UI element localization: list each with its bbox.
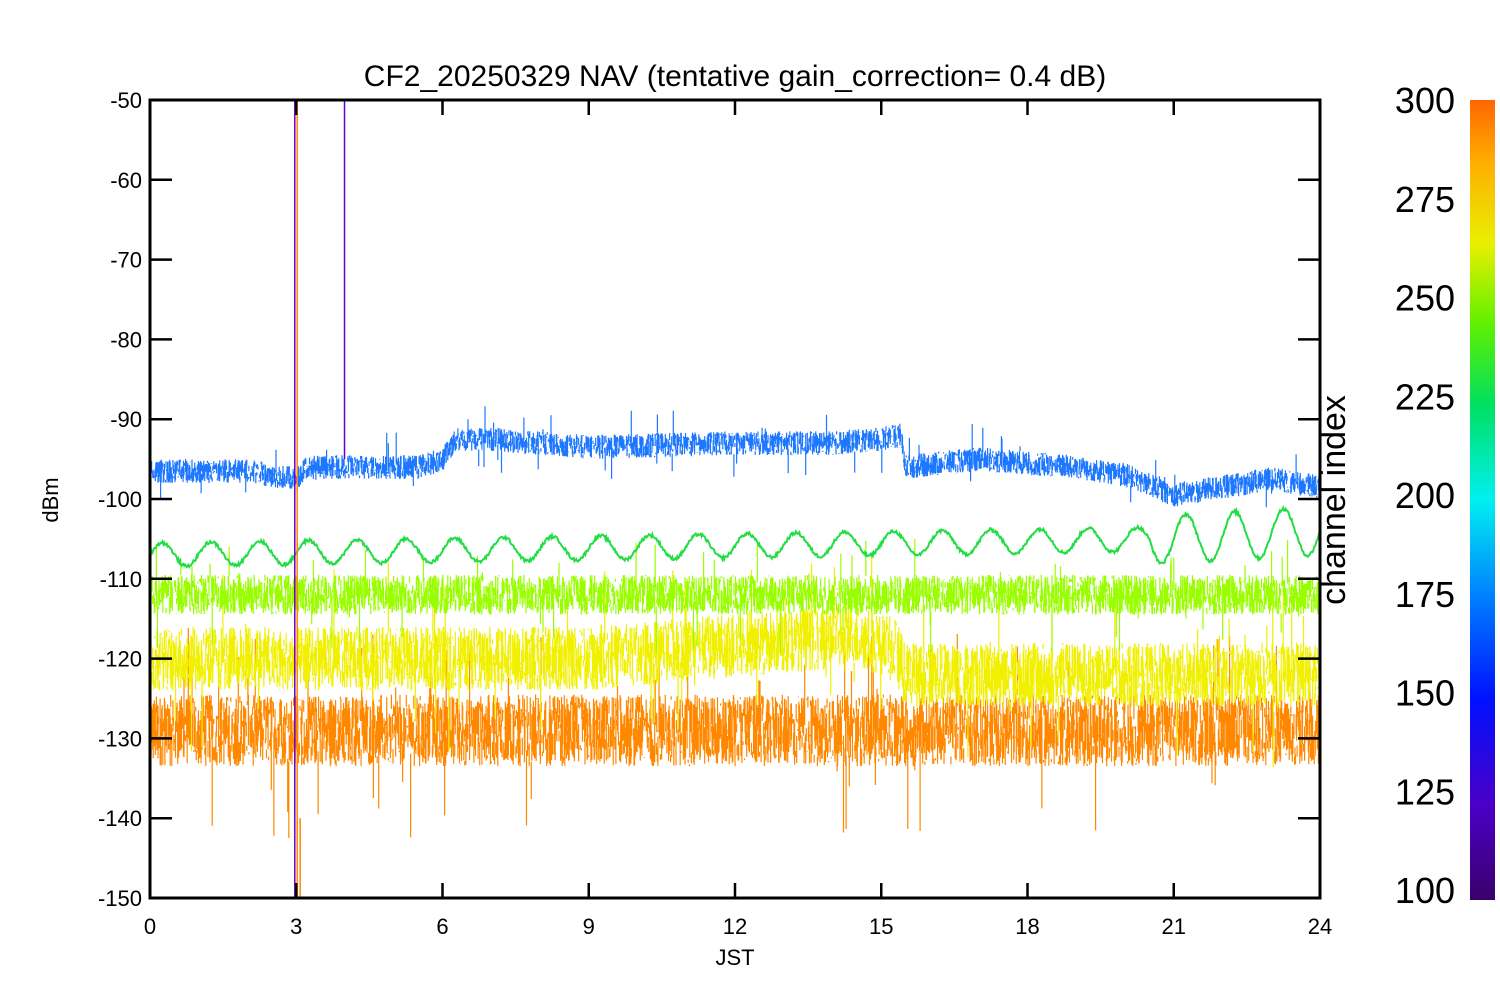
- series-290: [151, 627, 1320, 838]
- colorbar-tick-label: 125: [1395, 771, 1455, 812]
- series-band-290: [151, 627, 1320, 838]
- colorbar-tick-label: 250: [1395, 278, 1455, 319]
- colorbar-tick-label: 150: [1395, 673, 1455, 714]
- colorbar-tick-label: 300: [1395, 80, 1455, 121]
- y-axis: -50 -60 -70 -80 -90 -100 -110 -120 -130 -140 -150: [98, 88, 1320, 911]
- colorbar: [1470, 100, 1495, 900]
- series-line-235: [151, 504, 1320, 570]
- plot-frame: [148, 98, 1322, 900]
- chart-title: CF2_20250329 NAV (tentative gain_correct…: [364, 60, 1106, 93]
- y-tick-label: -80: [110, 327, 142, 352]
- y-tick-label: -140: [98, 806, 142, 831]
- colorbar-ticks: 300 275 250 225 200 175 150 125 100: [1395, 80, 1455, 911]
- x-tick-label: 3: [290, 914, 302, 939]
- y-tick-label: -60: [110, 168, 142, 193]
- colorbar-tick-label: 175: [1395, 574, 1455, 615]
- colorbar-tick-label: 225: [1395, 376, 1455, 417]
- colorbar-tick-label: 100: [1395, 870, 1455, 911]
- series-235: [151, 504, 1320, 570]
- colorbar-tick-label: 275: [1395, 179, 1455, 220]
- colorbar-tick-label: 200: [1395, 475, 1455, 516]
- x-tick-label: 0: [144, 914, 156, 939]
- y-tick-label: -100: [98, 487, 142, 512]
- y-axis-label: dBm: [38, 477, 63, 522]
- x-tick-label: 12: [723, 914, 747, 939]
- x-tick-label: 24: [1308, 914, 1332, 939]
- series-255: [151, 539, 1320, 654]
- series-band-255: [151, 539, 1320, 654]
- series-270: [151, 556, 1320, 768]
- y-tick-label: -130: [98, 726, 142, 751]
- x-tick-label: 18: [1015, 914, 1039, 939]
- x-tick-label: 9: [583, 914, 595, 939]
- y-tick-label: -50: [110, 88, 142, 113]
- x-axis: 0 3 6 9 12 15 18 21 24: [144, 100, 1332, 939]
- y-tick-label: -110: [100, 567, 142, 592]
- colorbar-label: channel index: [1315, 395, 1353, 605]
- y-tick-label: -70: [110, 248, 142, 273]
- series-band-270: [151, 556, 1320, 768]
- x-tick-label: 21: [1162, 914, 1186, 939]
- y-tick-label: -90: [110, 407, 142, 432]
- plot-area: [151, 101, 1320, 898]
- y-tick-label: -150: [98, 886, 142, 911]
- series-150: [151, 406, 1320, 508]
- x-axis-label: JST: [715, 945, 754, 970]
- series-band-150: [151, 406, 1320, 508]
- x-tick-label: 15: [869, 914, 893, 939]
- x-tick-label: 6: [436, 914, 448, 939]
- y-tick-label: -120: [98, 647, 142, 672]
